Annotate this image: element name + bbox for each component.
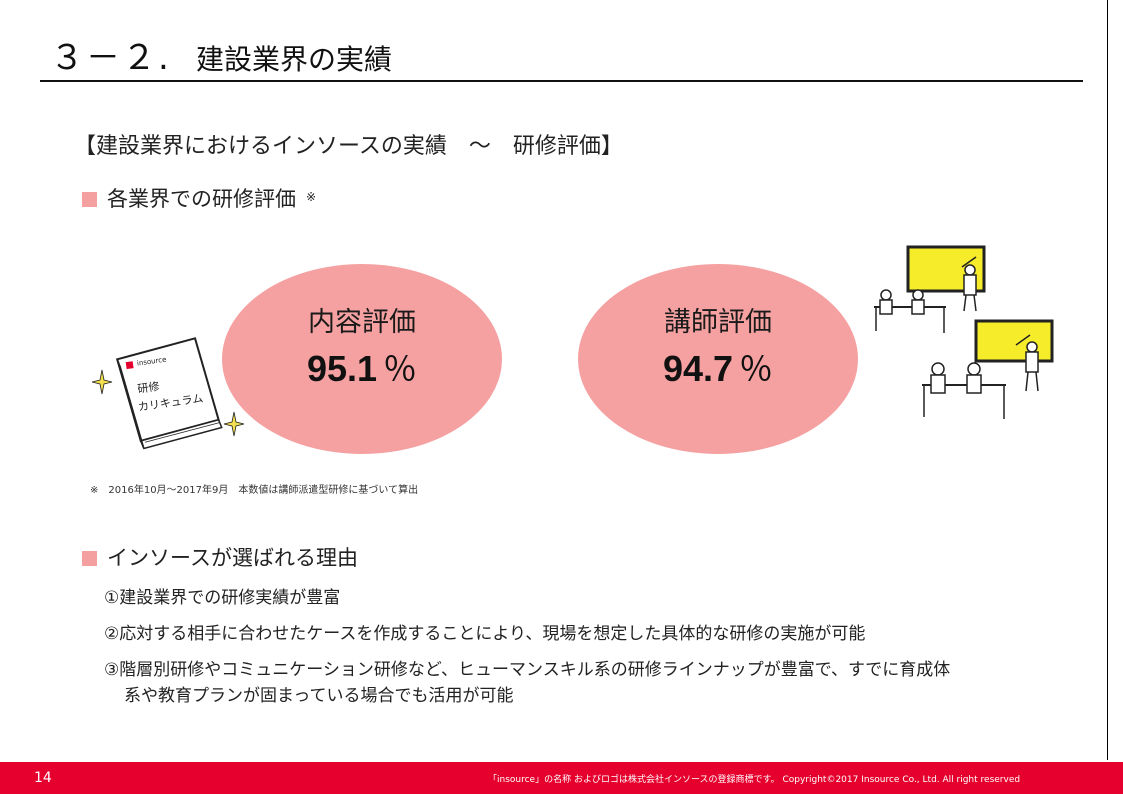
section-label: 各業界での研修評価 <box>107 187 296 211</box>
book-title-line1: 研修 <box>137 379 161 396</box>
reason-item: ①建設業界での研修実績が豊富 <box>104 585 1084 611</box>
note-mark: ※ <box>306 190 317 204</box>
instructor-evaluation-label: 講師評価 <box>664 307 772 338</box>
value-number: 94.7 <box>662 348 734 389</box>
sparkle-icon <box>223 411 245 437</box>
curriculum-book-illustration: insource 研修 カリキュラム <box>92 337 245 450</box>
pink-square-bullet <box>82 551 97 566</box>
title-divider <box>40 80 1083 82</box>
pink-square-bullet <box>82 192 97 207</box>
reason-item: ②応対する相手に合わせたケースを作成することにより、現場を想定した具体的な研修の… <box>104 621 1084 647</box>
footer-bar: 14 「insource」の名称 およびロゴは株式会社インソースの登録商標です。… <box>0 762 1123 794</box>
content-evaluation-label: 内容評価 <box>308 307 416 338</box>
instructor-evaluation-ellipse: 講師評価 94.7 ％ <box>578 264 858 454</box>
footnote: ※ 2016年10月～2017年9月 本数値は講師派遣型研修に基づいて算出 <box>90 485 419 496</box>
value-unit: ％ <box>383 351 418 389</box>
sparkle-icon <box>92 369 113 395</box>
reason-text: ②応対する相手に合わせたケースを作成することにより、現場を想定した具体的な研修の… <box>104 624 866 644</box>
reason-text: ①建設業界での研修実績が豊富 <box>104 588 341 608</box>
content-evaluation-ellipse: 内容評価 95.1 ％ <box>222 264 502 454</box>
page-number: 14 <box>34 770 52 786</box>
content-evaluation-value: 95.1 ％ <box>222 342 502 391</box>
section-heading-evaluation: 各業界での研修評価 ※ <box>82 182 316 214</box>
section-number: ３－２. <box>50 38 171 78</box>
right-border <box>1107 0 1108 760</box>
instructor-evaluation-value: 94.7 ％ <box>578 342 858 391</box>
reason-text: ③階層別研修やコミュニケーション研修など、ヒューマンスキル系の研修ラインナップが… <box>104 660 951 680</box>
reasons-list: ①建設業界での研修実績が豊富 ②応対する相手に合わせたケースを作成することにより… <box>104 585 1084 719</box>
copyright-text: 「insource」の名称 およびロゴは株式会社インソースの登録商標です。 Co… <box>488 775 1021 785</box>
reason-text-continuation: 系や教育プランが固まっている場合でも活用が可能 <box>124 686 514 706</box>
value-unit: ％ <box>739 351 774 389</box>
page-title: 建設業界の実績 <box>196 43 393 76</box>
reason-item: ③階層別研修やコミュニケーション研修など、ヒューマンスキル系の研修ラインナップが… <box>104 657 1084 709</box>
value-number: 95.1 <box>306 348 378 389</box>
classroom-illustration <box>874 245 1054 419</box>
subheading: 【建設業界におけるインソースの実績 ～ 研修評価】 <box>74 134 623 159</box>
section-label: インソースが選ばれる理由 <box>107 546 358 570</box>
section-heading-reasons: インソースが選ばれる理由 <box>82 543 358 573</box>
